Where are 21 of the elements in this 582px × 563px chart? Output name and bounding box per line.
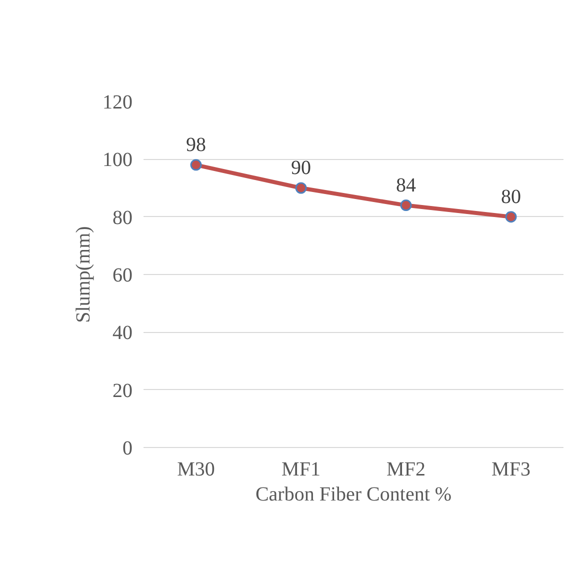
y-tick-label: 100 <box>102 149 132 172</box>
y-tick-label: 60 <box>112 264 132 286</box>
x-tick-label: M30 <box>177 458 215 480</box>
point <box>505 211 517 223</box>
point <box>190 159 202 171</box>
y-tick-label: 20 <box>112 380 132 402</box>
data-label: 98 <box>186 134 206 156</box>
y-tick-label: 40 <box>112 322 132 344</box>
x-tick-label: MF2 <box>386 458 426 480</box>
data-label: 90 <box>291 157 311 179</box>
y-axis-title: Slump(mm) <box>72 226 94 323</box>
x-axis-title: Carbon Fiber Content % <box>255 484 452 506</box>
data-label: 84 <box>396 174 416 196</box>
y-tick-label: 0 <box>122 438 132 460</box>
data-label: 80 <box>501 186 521 208</box>
point <box>295 182 307 194</box>
y-tick-label: 80 <box>112 206 132 229</box>
x-tick-label: MF1 <box>282 458 320 480</box>
x-tick-label: MF3 <box>492 458 530 480</box>
y-tick-label: 120 <box>102 92 132 114</box>
point <box>400 200 412 212</box>
